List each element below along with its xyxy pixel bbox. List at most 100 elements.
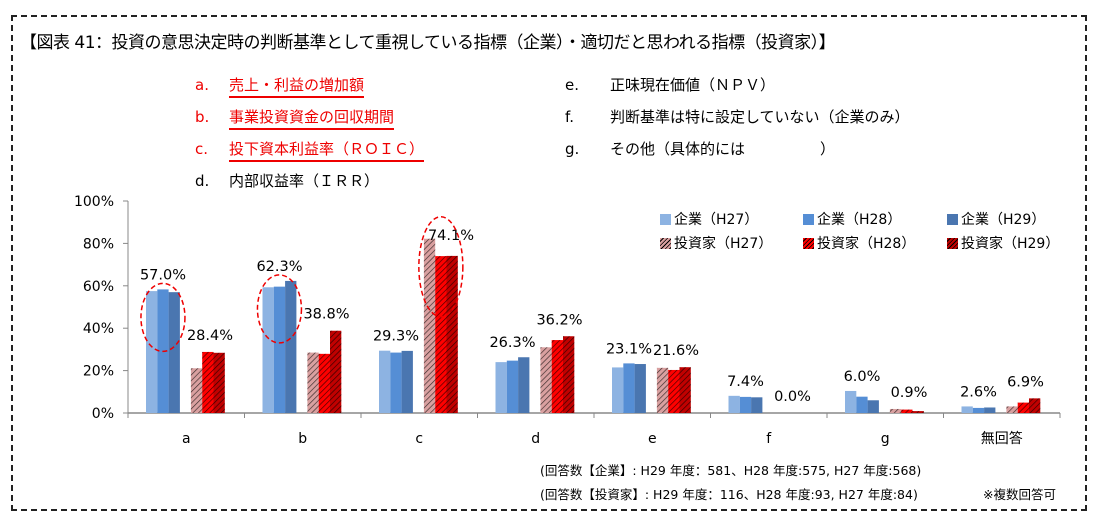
note-corporate-respondents: (回答数【企業】: H29 年度：581、H28 年度:575, H27 年度:…: [540, 463, 922, 478]
bar-corporate: [518, 357, 530, 413]
bar-corporate: [146, 291, 158, 413]
legend-swatch: [947, 237, 958, 249]
x-category-label: g: [881, 431, 890, 447]
data-label-corporate: 2.6%: [960, 384, 997, 400]
data-label-corporate: 26.3%: [489, 335, 535, 351]
bar-corporate: [751, 397, 763, 413]
y-tick-label: 0%: [92, 406, 114, 422]
metric-item-d: d. 内部収益率（ＩＲＲ）: [195, 170, 379, 191]
bar-corporate: [390, 352, 402, 413]
legend-entry: 投資家（H28）: [803, 233, 915, 253]
data-label-investor: 74.1%: [428, 228, 474, 244]
x-category-label: b: [298, 431, 307, 447]
legend-entry: 投資家（H29）: [947, 233, 1059, 253]
bar-hatch: [668, 369, 680, 413]
bar-corporate: [273, 286, 286, 413]
metric-label: 正味現在価値（ＮＰＶ）: [610, 76, 776, 94]
legend-label: 投資家（H29）: [961, 236, 1060, 252]
bar-hatch: [423, 238, 436, 413]
bar-corporate: [506, 360, 519, 413]
bar-corporate: [401, 350, 413, 413]
legend-entry: 企業（H27）: [660, 209, 758, 229]
metric-key: a.: [195, 76, 209, 94]
bar-hatch: [901, 409, 913, 413]
bar-hatch: [1017, 402, 1029, 413]
data-label-investor: 21.6%: [653, 343, 699, 359]
highlight-ellipse: [256, 274, 303, 344]
bar-corporate: [168, 292, 180, 413]
figure-frame: [11, 15, 1087, 511]
legend-label: 投資家（H27）: [674, 236, 773, 252]
bar-hatch: [330, 330, 342, 413]
y-tick-label: 20%: [83, 364, 114, 380]
bar-corporate: [285, 280, 297, 413]
metric-key: g.: [565, 140, 580, 158]
metric-item-b: b. 事業投資資金の回収期間: [195, 106, 395, 130]
x-category-label: 無回答: [981, 430, 1023, 447]
y-tick-label: 40%: [83, 321, 114, 337]
legend-label: 企業（H28）: [817, 212, 902, 228]
bar-corporate: [972, 407, 985, 413]
highlight-ellipse: [418, 215, 464, 318]
bar-corporate: [728, 395, 740, 413]
metric-item-f: f. 判断基準は特に設定していない（企業のみ）: [565, 106, 910, 127]
x-category-label: e: [648, 431, 657, 447]
bar-hatch: [435, 256, 447, 413]
bar-hatch: [307, 352, 319, 413]
x-category-label: c: [415, 431, 423, 447]
metric-item-a: a. 売上・利益の増加額: [195, 74, 365, 98]
y-tick-label: 60%: [83, 279, 114, 295]
metric-item-g: g. その他（具体的には ）: [565, 138, 835, 159]
data-label-corporate: 7.4%: [727, 374, 764, 390]
data-label-investor: 28.4%: [187, 328, 233, 344]
bar-hatch: [889, 408, 902, 413]
data-label-corporate: 57.0%: [140, 267, 186, 283]
metric-label: 投下資本利益率（ＲＯＩＣ）: [229, 140, 425, 162]
bar-hatch: [656, 367, 669, 413]
metric-key: d.: [195, 172, 210, 190]
legend-label: 企業（H29）: [961, 212, 1046, 228]
bar-corporate: [739, 396, 752, 413]
bar-corporate: [262, 287, 274, 413]
legend-label: 投資家（H28）: [817, 236, 916, 252]
bar-corporate: [612, 367, 624, 413]
metric-key: c.: [195, 140, 209, 158]
metric-label: 売上・利益の増加額: [229, 76, 365, 98]
legend-entry: 企業（H28）: [803, 209, 901, 229]
bar-corporate: [379, 350, 391, 413]
bar-hatch: [318, 353, 330, 413]
bar-hatch: [213, 352, 225, 413]
bar-corporate: [623, 363, 635, 413]
y-tick-label: 100%: [74, 194, 114, 210]
data-label-investor: 0.0%: [774, 389, 811, 405]
data-label-corporate: 62.3%: [256, 259, 302, 275]
bar-hatch: [190, 368, 203, 413]
metric-label: 事業投資資金の回収期間: [229, 108, 395, 130]
legend-swatch: [803, 237, 814, 249]
bar-corporate: [845, 390, 857, 413]
metric-label: 判断基準は特に設定していない（企業のみ）: [610, 108, 910, 126]
data-label-investor: 6.9%: [1007, 374, 1044, 390]
bar-corporate: [495, 362, 507, 413]
metric-key: b.: [195, 108, 210, 126]
legend-label: 企業（H27）: [674, 212, 759, 228]
bar-hatch: [446, 255, 458, 413]
y-tick-label: 80%: [83, 236, 114, 252]
metric-label: その他（具体的には ）: [610, 140, 836, 158]
bar-hatch: [551, 340, 563, 413]
bar-hatch: [1006, 406, 1018, 413]
bar-corporate: [856, 396, 868, 413]
metric-label: 内部収益率（ＩＲＲ）: [229, 172, 380, 190]
metric-key: f.: [565, 108, 574, 126]
bar-corporate: [961, 406, 973, 413]
bar-hatch: [1029, 398, 1041, 413]
note-investor-respondents: (回答数【投資家】: H29 年度：116、H28 年度:93, H27 年度:…: [540, 487, 918, 502]
legend-swatch: [947, 213, 958, 225]
data-label-corporate: 6.0%: [844, 369, 881, 385]
data-label-corporate: 29.3%: [373, 329, 419, 345]
metric-item-e: e. 正味現在価値（ＮＰＶ）: [565, 74, 775, 95]
metric-key: e.: [565, 76, 579, 94]
bar-hatch: [202, 351, 214, 413]
legend-swatch: [660, 213, 671, 225]
metric-item-c: c. 投下資本利益率（ＲＯＩＣ）: [195, 138, 425, 162]
